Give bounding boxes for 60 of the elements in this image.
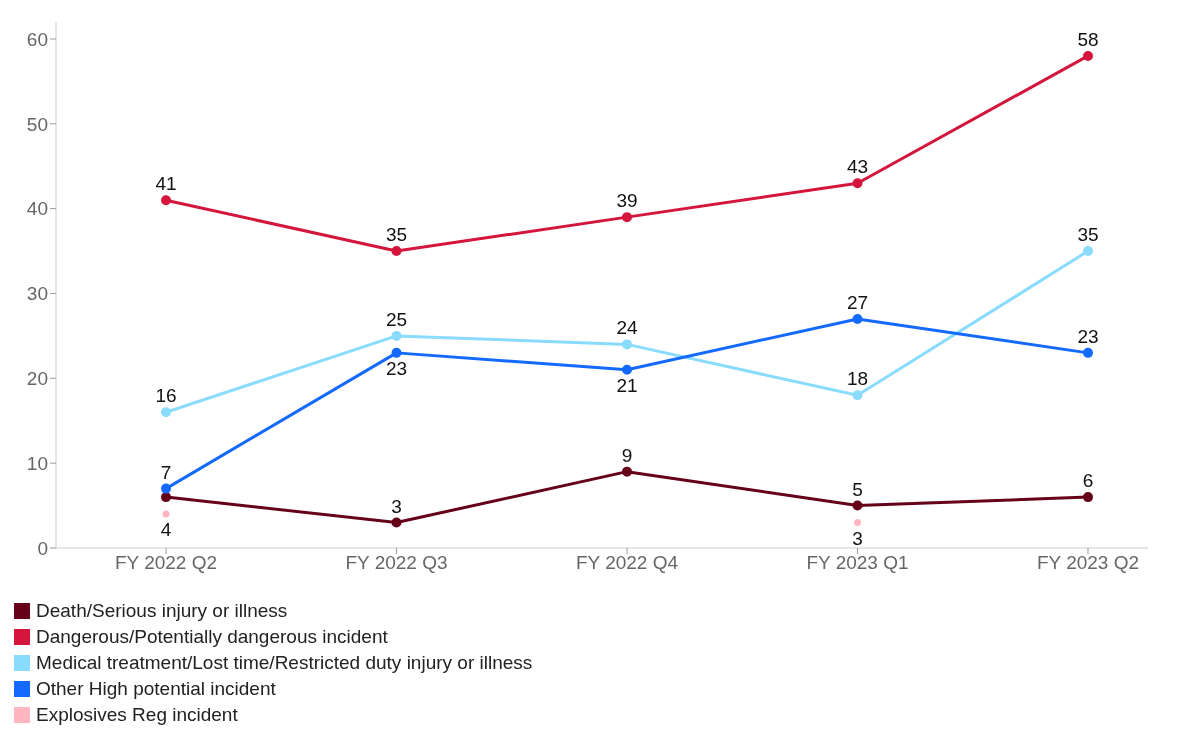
x-tick-label: FY 2022 Q2 xyxy=(114,552,218,574)
data-label: 39 xyxy=(616,190,638,212)
point xyxy=(391,517,402,528)
y-tick-label: 50 xyxy=(26,113,48,135)
data-label: 35 xyxy=(385,224,408,246)
y-tick-label: 20 xyxy=(26,368,48,390)
point xyxy=(622,212,632,223)
data-label: 23 xyxy=(1077,325,1099,347)
point xyxy=(1083,246,1093,257)
data-label: 25 xyxy=(385,308,408,330)
point xyxy=(391,347,402,358)
y-tick-label: 30 xyxy=(26,283,48,305)
y-tick-label: 0 xyxy=(37,537,48,559)
y-tick-label: 40 xyxy=(26,198,48,220)
x-tick-label: FY 2022 Q4 xyxy=(575,552,679,574)
data-label: 23 xyxy=(385,357,408,379)
point xyxy=(391,246,402,257)
data-label: 5 xyxy=(852,478,863,500)
point xyxy=(161,492,171,503)
legend-label: Other High potential incident xyxy=(36,677,276,701)
data-label: 21 xyxy=(616,374,638,396)
legend-label: Explosives Reg incident xyxy=(36,703,238,727)
y-tick-label: 60 xyxy=(26,28,48,50)
point xyxy=(1083,347,1093,358)
x-tick-label: FY 2023 Q1 xyxy=(806,552,909,574)
x-tick-label: FY 2023 Q2 xyxy=(1036,552,1140,574)
point xyxy=(852,178,863,189)
point xyxy=(161,407,171,418)
point xyxy=(622,466,632,477)
point xyxy=(391,330,402,341)
data-label: 4 xyxy=(160,519,172,541)
data-label: 24 xyxy=(616,317,638,339)
data-label: 43 xyxy=(846,156,869,178)
data-label: 6 xyxy=(1082,470,1094,492)
legend-label: Death/Serious injury or illness xyxy=(36,599,288,623)
legend-label: Medical treatment/Lost time/Restricted duty injury or illness xyxy=(36,651,533,675)
data-label: 41 xyxy=(155,173,177,195)
point xyxy=(852,313,863,324)
data-label: 7 xyxy=(160,461,172,483)
point xyxy=(1083,492,1093,503)
point xyxy=(852,390,863,401)
x-tick-label: FY 2022 Q3 xyxy=(345,552,448,574)
legend-label: Dangerous/Potentially dangerous incident xyxy=(36,625,388,649)
data-label: 9 xyxy=(621,444,633,466)
point xyxy=(622,364,632,375)
data-label: 18 xyxy=(846,368,869,390)
point xyxy=(1083,50,1093,61)
data-label: 35 xyxy=(1077,224,1099,246)
point xyxy=(854,519,861,527)
data-label: 27 xyxy=(846,291,869,313)
point xyxy=(161,483,171,494)
data-label: 58 xyxy=(1077,28,1099,50)
point xyxy=(162,510,170,518)
data-label: 3 xyxy=(852,527,863,549)
point xyxy=(161,195,171,206)
point xyxy=(622,339,632,350)
data-label: 16 xyxy=(155,385,177,407)
data-label: 3 xyxy=(391,495,402,517)
y-tick-label: 10 xyxy=(26,452,48,474)
point xyxy=(852,500,863,511)
